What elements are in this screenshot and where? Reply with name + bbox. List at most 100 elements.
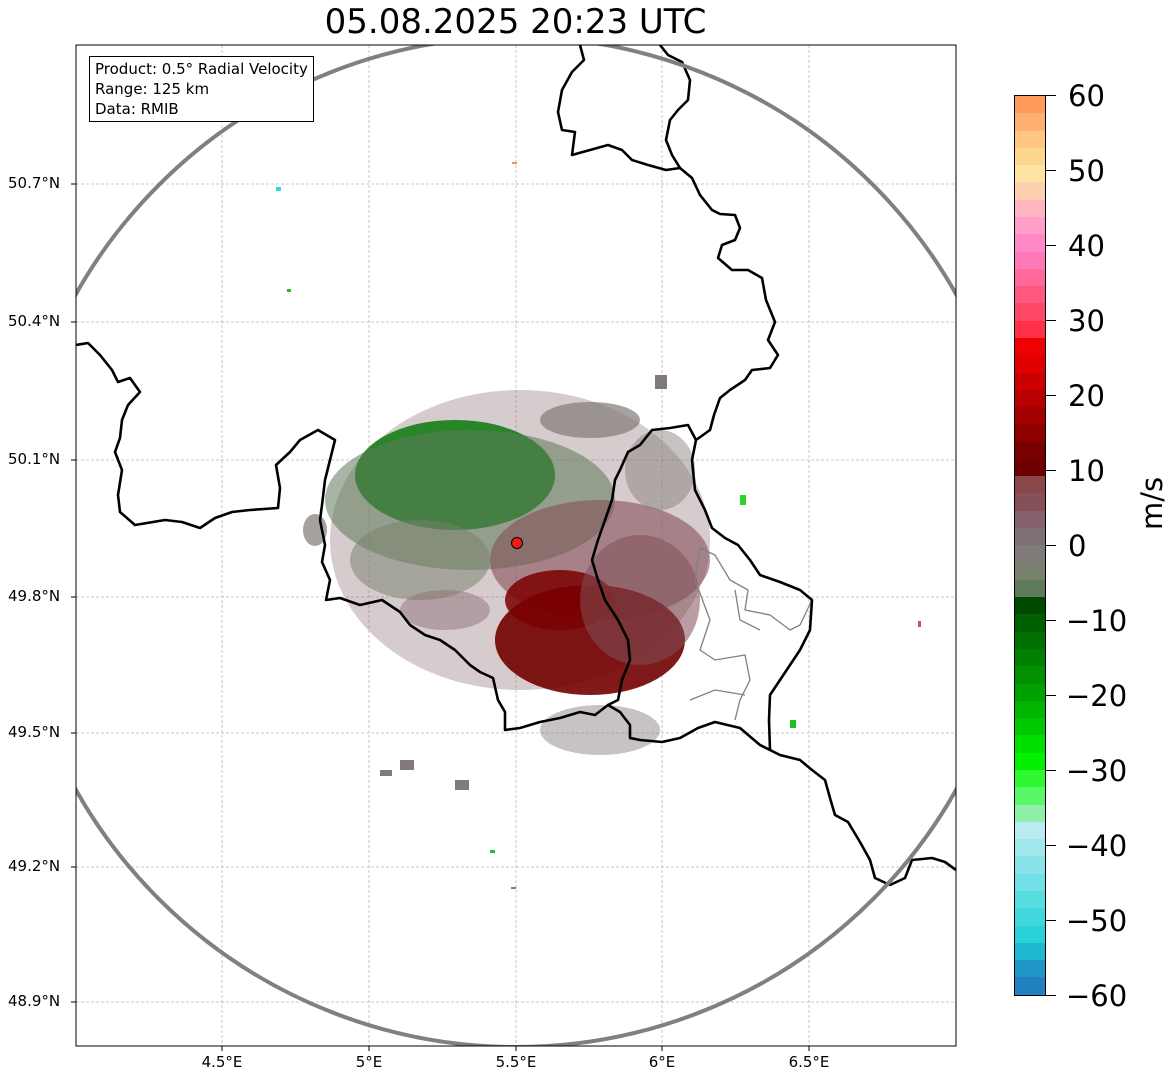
colorbar-tick <box>1046 620 1056 621</box>
colorbar-segment <box>1015 147 1045 166</box>
colorbar-tick <box>1046 770 1056 771</box>
tick-marks <box>71 183 810 1051</box>
colorbar-segment <box>1015 942 1045 961</box>
colorbar-segment <box>1015 908 1045 926</box>
colorbar-segment <box>1015 718 1045 736</box>
colorbar-segment <box>1015 839 1045 857</box>
colorbar-tick <box>1046 995 1056 996</box>
colorbar-segment <box>1015 960 1045 978</box>
province-borders <box>689 547 813 721</box>
lon-tick-label: 6°E <box>648 1053 676 1071</box>
colorbar-segment <box>1015 631 1045 649</box>
colorbar-segment <box>1015 182 1045 200</box>
lat-tick-label: 48.9°N <box>8 992 61 1010</box>
colorbar-segment <box>1015 199 1045 217</box>
colorbar-segment <box>1015 562 1045 580</box>
lon-tick-label: 6.5°E <box>788 1053 830 1071</box>
radar-site-marker <box>511 537 523 549</box>
colorbar-segment <box>1015 251 1045 269</box>
lon-tick-label: 4.5°E <box>201 1053 243 1071</box>
lat-tick-label: 49.5°N <box>8 723 61 741</box>
colorbar-label: −30 <box>1066 754 1128 788</box>
colorbar-segment <box>1015 579 1045 598</box>
colorbar-segment <box>1015 614 1045 632</box>
colorbar-segment <box>1015 925 1045 943</box>
colorbar-segment <box>1015 165 1045 183</box>
colorbar-tick <box>1046 470 1056 471</box>
colorbar-label: −40 <box>1066 829 1128 863</box>
colorbar-label: −10 <box>1066 604 1128 638</box>
colorbar-label: 60 <box>1068 79 1105 113</box>
colorbar-label: 50 <box>1068 154 1105 188</box>
colorbar-segment <box>1015 597 1045 615</box>
colorbar-unit: m/s <box>1135 476 1169 530</box>
colorbar-segment <box>1015 528 1045 546</box>
colorbar-segment <box>1015 787 1045 805</box>
colorbar-tick <box>1046 395 1056 396</box>
colorbar-segment <box>1015 389 1045 408</box>
colorbar-segment <box>1015 769 1045 788</box>
lon-tick-label: 5°E <box>355 1053 383 1071</box>
lat-tick-label: 50.4°N <box>8 312 61 330</box>
colorbar-segment <box>1015 700 1045 719</box>
colorbar-segment <box>1015 804 1045 822</box>
colorbar-label: 20 <box>1068 379 1105 413</box>
colorbar-segment <box>1015 977 1045 995</box>
colorbar-tick <box>1046 545 1056 546</box>
colorbar-segment <box>1015 286 1045 304</box>
colorbar-segment <box>1015 372 1045 390</box>
map-title: 05.08.2025 20:23 UTC <box>324 2 707 42</box>
colorbar-segment <box>1015 113 1045 131</box>
colorbar-segment <box>1015 407 1045 425</box>
product-info-box: Product: 0.5° Radial Velocity Range: 125… <box>89 56 314 122</box>
colorbar-segment <box>1015 510 1045 529</box>
lon-tick-label: 5.5°E <box>495 1053 537 1071</box>
colorbar-segment <box>1015 666 1045 684</box>
data-source-label: Data: RMIB <box>95 100 179 118</box>
product-label: Product: 0.5° Radial Velocity <box>95 60 308 78</box>
colorbar-segment <box>1015 424 1045 442</box>
colorbar-segment <box>1015 476 1045 494</box>
colorbar-segment <box>1015 441 1045 459</box>
colorbar-segment <box>1015 545 1045 563</box>
colorbar-segment <box>1015 216 1045 235</box>
range-label: Range: 125 km <box>95 80 210 98</box>
colorbar-tick <box>1046 920 1056 921</box>
colorbar-label: 40 <box>1068 229 1105 263</box>
velocity-colorbar <box>1014 95 1046 996</box>
colorbar-label: 30 <box>1068 304 1105 338</box>
colorbar-segment <box>1015 130 1045 148</box>
colorbar-segment <box>1015 458 1045 477</box>
lat-tick-label: 50.1°N <box>8 450 61 468</box>
national-borders <box>76 45 956 887</box>
colorbar-segment <box>1015 873 1045 891</box>
colorbar-segment <box>1015 303 1045 321</box>
colorbar-segment <box>1015 856 1045 874</box>
colorbar-segment <box>1015 752 1045 770</box>
colorbar-tick <box>1046 845 1056 846</box>
colorbar-tick <box>1046 170 1056 171</box>
colorbar-label: −20 <box>1066 679 1128 713</box>
colorbar-tick <box>1046 245 1056 246</box>
colorbar-segment <box>1015 735 1045 753</box>
colorbar-segment <box>1015 493 1045 511</box>
colorbar-segment <box>1015 268 1045 287</box>
colorbar-segment <box>1015 821 1045 840</box>
colorbar-segment <box>1015 890 1045 909</box>
colorbar-label: 0 <box>1068 529 1087 563</box>
colorbar-label: −50 <box>1066 904 1128 938</box>
colorbar-label: −60 <box>1066 979 1128 1013</box>
colorbar-tick <box>1046 95 1056 96</box>
colorbar-tick <box>1046 320 1056 321</box>
colorbar-segment <box>1015 234 1045 252</box>
colorbar-label: 10 <box>1068 454 1105 488</box>
colorbar-segment <box>1015 683 1045 701</box>
colorbar-segment <box>1015 320 1045 338</box>
lat-tick-label: 49.8°N <box>8 587 61 605</box>
colorbar-segment <box>1015 96 1045 114</box>
colorbar-tick <box>1046 695 1056 696</box>
lat-tick-label: 49.2°N <box>8 857 61 875</box>
colorbar-segment <box>1015 355 1045 373</box>
colorbar-segment <box>1015 337 1045 356</box>
